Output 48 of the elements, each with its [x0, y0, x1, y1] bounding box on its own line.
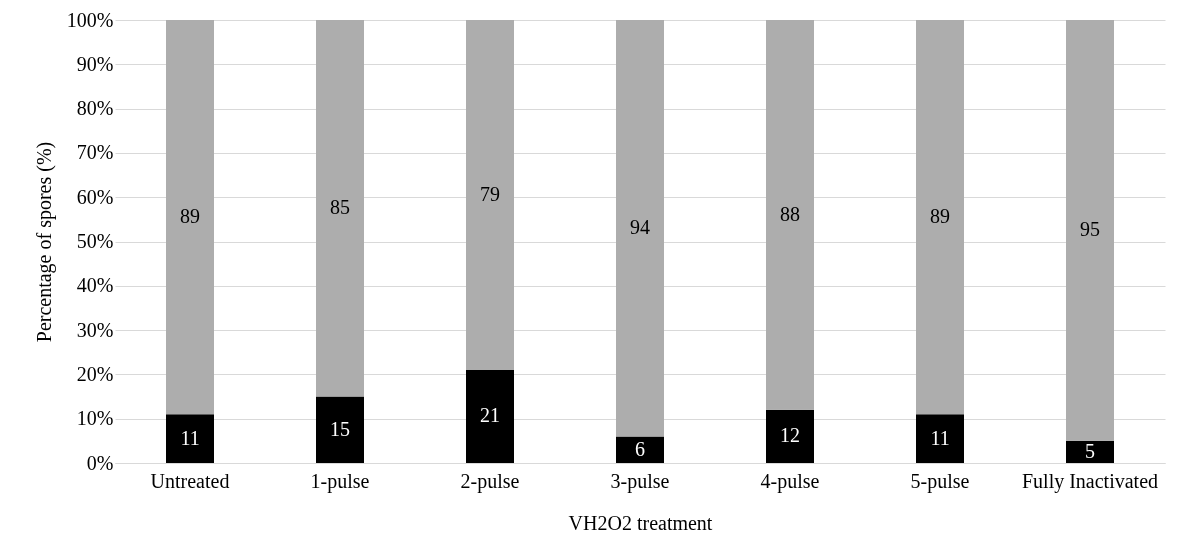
- bar: [916, 20, 964, 415]
- data-label: 15: [330, 417, 350, 440]
- y-tick-label: 20%: [76, 362, 114, 385]
- x-tick-label: Untreated: [150, 469, 230, 492]
- data-label: 94: [630, 216, 650, 239]
- y-tick-label: 40%: [76, 274, 114, 297]
- bar: [766, 409, 814, 463]
- y-tick-label: 100%: [66, 8, 114, 31]
- data-label: 79: [480, 182, 500, 205]
- y-tick-label: 10%: [76, 407, 114, 430]
- y-axis-title: Percentage of spores (%): [32, 141, 56, 343]
- data-label: 12: [780, 424, 800, 447]
- x-tick-label: 5-pulse: [910, 469, 970, 493]
- x-axis-title: VH2O2 treatment: [568, 511, 713, 534]
- bar: [466, 20, 514, 370]
- data-label: 11: [930, 426, 950, 449]
- data-label: 95: [1080, 218, 1100, 241]
- bar: [616, 20, 664, 437]
- y-tick-label: 30%: [76, 318, 114, 341]
- bar: [1066, 20, 1114, 441]
- bar: [166, 20, 214, 415]
- bar: [616, 436, 664, 463]
- x-tick-label: 1-pulse: [310, 469, 370, 493]
- bar: [466, 369, 514, 463]
- bar: [766, 20, 814, 410]
- x-tick-label: 2-pulse: [460, 469, 520, 493]
- bar: [166, 414, 214, 463]
- x-tick-label: Fully Inactivated: [1021, 469, 1159, 493]
- data-label: 85: [330, 196, 350, 219]
- data-label: 89: [180, 205, 200, 228]
- y-tick-label: 60%: [76, 185, 114, 208]
- y-tick-label: 50%: [76, 230, 114, 252]
- bar: [316, 396, 364, 463]
- data-label: 21: [480, 404, 500, 427]
- y-tick-label: 0%: [86, 451, 114, 474]
- bar: [316, 20, 364, 397]
- y-tick-label: 90%: [76, 52, 114, 75]
- data-label: 89: [930, 205, 950, 228]
- x-tick-label: 4-pulse: [760, 469, 820, 493]
- x-tick-label: 3-pulse: [610, 469, 670, 493]
- y-tick-label: 70%: [76, 141, 114, 164]
- bar: [1066, 440, 1114, 463]
- data-label: 5: [1085, 439, 1095, 462]
- data-label: 6: [635, 437, 645, 460]
- data-label: 88: [780, 202, 800, 225]
- y-tick-label: 80%: [76, 97, 114, 120]
- bar: [916, 414, 964, 463]
- data-label: 11: [180, 426, 200, 449]
